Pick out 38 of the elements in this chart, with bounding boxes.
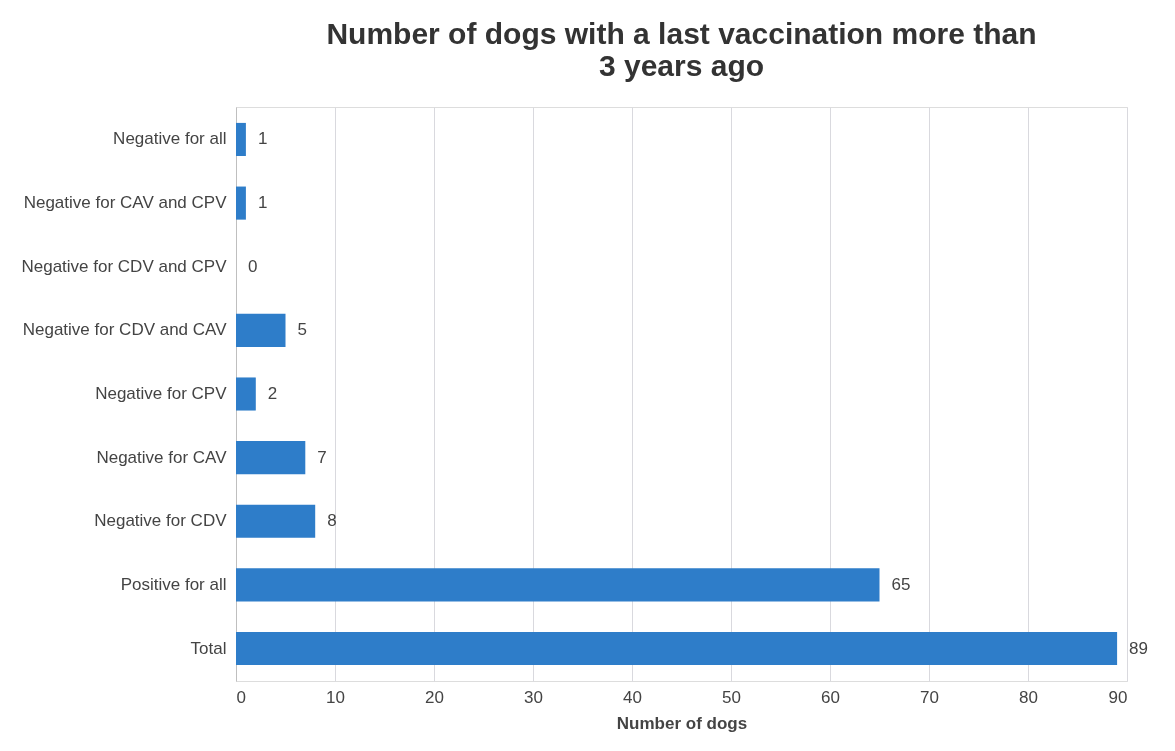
data-label: 0	[248, 256, 258, 276]
x-tick-label: 0	[236, 687, 246, 707]
data-label: 8	[327, 511, 337, 531]
x-tick-label: 60	[821, 687, 840, 707]
y-tick-label: Negative for CDV and CPV	[21, 256, 228, 276]
data-label: 5	[297, 320, 307, 340]
y-tick-label: Negative for CAV	[96, 447, 228, 467]
y-tick-label: Negative for CPV	[95, 384, 228, 403]
y-tick-label: Negative for CAV and CPV	[23, 193, 228, 213]
y-tick-label: Negative for all	[113, 129, 227, 149]
bar	[236, 377, 256, 411]
data-label: 7	[317, 447, 327, 467]
bar	[236, 441, 306, 475]
data-label: 1	[257, 193, 268, 213]
bar	[236, 186, 246, 220]
bar	[236, 632, 1118, 666]
x-tick-label: 30	[524, 687, 543, 707]
y-tick-label: Total	[190, 638, 227, 658]
x-tick-label: 80	[1019, 687, 1038, 707]
x-tick-label: 50	[722, 687, 741, 707]
y-tick-label: Positive for all	[120, 574, 227, 594]
bar	[236, 504, 316, 538]
x-tick-label: 20	[425, 687, 444, 707]
bar	[236, 313, 286, 347]
chart-title: Number of dogs with a last vaccination more than 3 years ago	[326, 17, 1037, 82]
y-tick-label: Negative for CDV and CAV	[22, 320, 228, 340]
data-label: 89	[1129, 638, 1149, 658]
bar	[236, 122, 246, 156]
x-tick-label: 70	[920, 687, 939, 707]
data-label: 65	[891, 574, 911, 594]
x-tick-label: 10	[326, 687, 345, 707]
data-label: 2	[267, 384, 278, 403]
x-axis-title: Number of dogs	[616, 713, 748, 733]
x-tick-label: 40	[623, 687, 642, 707]
data-label: 1	[257, 129, 268, 149]
x-tick-label: 90	[1108, 687, 1128, 707]
y-tick-label: Negative for CDV	[94, 511, 228, 531]
bar	[236, 568, 880, 602]
